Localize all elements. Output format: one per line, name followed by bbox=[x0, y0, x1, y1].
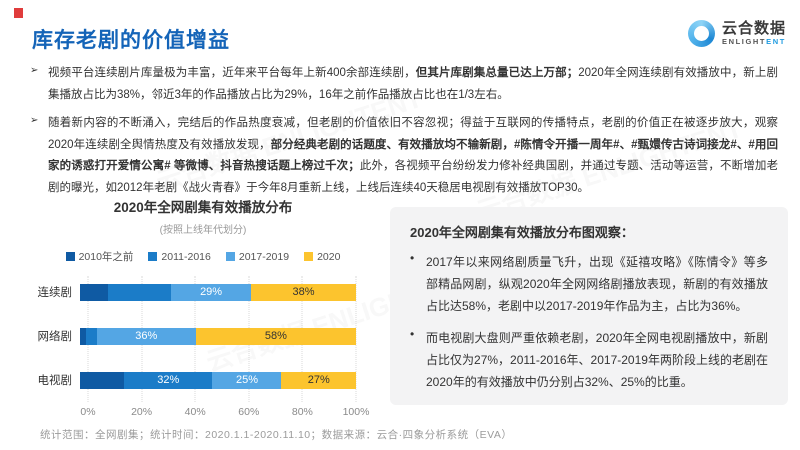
legend-swatch bbox=[225, 252, 235, 261]
bullet-dot-icon: • bbox=[410, 251, 415, 265]
x-axis-tick: 40% bbox=[184, 406, 206, 418]
x-axis-tick: 20% bbox=[131, 406, 153, 418]
category-label: 电视剧 bbox=[37, 375, 73, 387]
chart-legend: 2010年之前 2011-2016 2017-2019 2020 bbox=[30, 249, 376, 264]
bar-segment: 36% bbox=[96, 327, 196, 345]
bar-segment bbox=[80, 327, 86, 345]
text-segment-bold: 部分经典老剧的话题度、有效播放均不输新剧，#陈情令开播一周年#、#甄嬛传古诗词接… bbox=[48, 138, 778, 173]
bar-track: 36% 58% bbox=[80, 327, 356, 345]
legend-item: 2020 bbox=[304, 249, 340, 264]
logo-ring-icon bbox=[687, 20, 715, 47]
text-segment: 随着新内容的不断涌入，完结后的作品热度衰减，但老剧的价值依旧不容忽视；得益于互联… bbox=[48, 117, 778, 151]
text-segment: 视频平台连续剧片库量极为丰富，近年来平台每年上新400余部连续剧， bbox=[48, 67, 416, 79]
chart-subtitle: (按照上线年代划分) bbox=[159, 225, 247, 236]
panel-bullet-list: • 2017年以来网络剧质量飞升，出现《延禧攻略》《陈情令》等多部精品网剧，纵观… bbox=[410, 251, 768, 393]
bullet-arrow-icon: ➢ bbox=[30, 65, 39, 76]
bar-row: 网络剧 36% 58% bbox=[30, 314, 376, 358]
logo-en-main: ENLIGHT bbox=[721, 36, 767, 46]
panel-bullet-1-text: 2017年以来网络剧质量飞升，出现《延禧攻略》《陈情令》等多部精品网剧，纵观20… bbox=[426, 255, 768, 313]
legend-item: 2017-2019 bbox=[225, 249, 290, 264]
observation-panel: 2020年全网剧集有效播放分布图观察： • 2017年以来网络剧质量飞升，出现《… bbox=[390, 207, 788, 405]
legend-swatch bbox=[148, 252, 158, 261]
bar-track: 29% 38% bbox=[80, 283, 356, 301]
category-label: 连续剧 bbox=[37, 287, 73, 299]
category-label: 网络剧 bbox=[37, 331, 73, 343]
x-axis-tick: 0% bbox=[80, 406, 96, 418]
panel-title: 2020年全网剧集有效播放分布图观察： bbox=[410, 225, 634, 240]
intro-bullet-2-text: 随着新内容的不断涌入，完结后的作品热度衰减，但老剧的价值依旧不容忽视；得益于互联… bbox=[48, 113, 778, 199]
list-item: ➢ 随着新内容的不断涌入，完结后的作品热度衰减，但老剧的价值依旧不容忽视；得益于… bbox=[30, 113, 778, 199]
bar-segment bbox=[80, 371, 125, 389]
x-axis: 0% 20% 40% 60% 80% 100% bbox=[80, 402, 369, 420]
bar-row: 连续剧 29% 38% bbox=[30, 270, 376, 314]
text-segment: 此外，各视频平台纷纷发力修补经典国剧，并通过专题、活动等运营，不断增加老剧的曝光… bbox=[48, 160, 778, 194]
text-segment: 2020年全网连续剧有效播放中，新上剧集播放占比为38%，邻近3年的作品播放占比… bbox=[48, 67, 778, 101]
stacked-bar-chart: 2020年全网剧集有效播放分布 (按照上线年代划分) 2010年之前 2011-2… bbox=[30, 196, 376, 420]
x-axis-tick: 100% bbox=[342, 406, 370, 418]
page-title: 库存老剧的价值增益 bbox=[32, 29, 230, 52]
chart-plot-area: 连续剧 29% 38% 网络剧 36% 58% 电视剧 32% 25% 27% 0% 20% 40% 60… bbox=[30, 270, 376, 420]
x-axis-tick: 80% bbox=[291, 406, 313, 418]
bar-segment bbox=[107, 283, 172, 301]
intro-bullet-list: ➢ 视频平台连续剧片库量极为丰富，近年来平台每年上新400余部连续剧，但其片库剧… bbox=[30, 63, 778, 206]
bar-segment: 27% bbox=[281, 371, 356, 389]
legend-label: 2020 bbox=[317, 250, 341, 263]
legend-swatch bbox=[65, 252, 75, 261]
legend-label: 2011-2016 bbox=[161, 250, 211, 263]
red-accent-mark bbox=[14, 8, 23, 18]
bar-track: 32% 25% 27% bbox=[80, 371, 356, 389]
bar-segment: 32% bbox=[124, 371, 213, 389]
bar-value-label: 32% bbox=[157, 374, 180, 386]
logo-name-cn: 云合数据 bbox=[721, 20, 786, 38]
bar-value-label: 27% bbox=[307, 374, 330, 386]
panel-bullet-2-text: 而电视剧大盘则严重依赖老剧，2020年全网电视剧播放中，新剧占比仅为27%，20… bbox=[426, 331, 768, 389]
legend-label: 2010年之前 bbox=[78, 251, 134, 263]
logo-name-en: ENLIGHTENT bbox=[721, 36, 786, 46]
bar-row: 电视剧 32% 25% 27% bbox=[30, 358, 376, 402]
bar-value-label: 58% bbox=[264, 330, 287, 342]
list-item: • 2017年以来网络剧质量飞升，出现《延禧攻略》《陈情令》等多部精品网剧，纵观… bbox=[410, 251, 768, 317]
logo-en-accent: ENT bbox=[766, 36, 786, 46]
x-axis-tick: 60% bbox=[238, 406, 260, 418]
chart-title: 2020年全网剧集有效播放分布 bbox=[113, 200, 293, 215]
legend-item: 2011-2016 bbox=[148, 249, 211, 264]
bar-segment: 38% bbox=[251, 283, 356, 301]
bar-value-label: 29% bbox=[200, 286, 223, 298]
logo-text: 云合数据 ENLIGHTENT bbox=[722, 21, 786, 46]
bar-value-label: 38% bbox=[292, 286, 315, 298]
bar-segment: 58% bbox=[195, 327, 356, 345]
intro-bullet-1-text: 视频平台连续剧片库量极为丰富，近年来平台每年上新400余部连续剧，但其片库剧集总… bbox=[48, 63, 778, 106]
legend-item: 2010年之前 bbox=[65, 249, 134, 264]
bar-segment: 25% bbox=[212, 371, 282, 389]
bullet-arrow-icon: ➢ bbox=[30, 115, 39, 126]
legend-label: 2017-2019 bbox=[238, 250, 290, 263]
company-logo: 云合数据 ENLIGHTENT bbox=[687, 20, 786, 47]
bar-segment: 29% bbox=[171, 283, 252, 301]
bar-value-label: 25% bbox=[235, 374, 258, 386]
bar-segment bbox=[85, 327, 97, 345]
list-item: ➢ 视频平台连续剧片库量极为丰富，近年来平台每年上新400余部连续剧，但其片库剧… bbox=[30, 63, 778, 106]
legend-swatch bbox=[304, 252, 314, 261]
gridline bbox=[355, 276, 357, 402]
footer-source-note: 统计范围：全网剧集；统计时间：2020.1.1-2020.11.10；数据来源：… bbox=[40, 429, 513, 441]
bar-value-label: 36% bbox=[135, 330, 158, 342]
bar-segment bbox=[80, 283, 108, 301]
text-segment-bold: 但其片库剧集总量已达上万部； bbox=[415, 67, 579, 79]
list-item: • 而电视剧大盘则严重依赖老剧，2020年全网电视剧播放中，新剧占比仅为27%，… bbox=[410, 327, 768, 393]
bullet-dot-icon: • bbox=[410, 327, 415, 341]
